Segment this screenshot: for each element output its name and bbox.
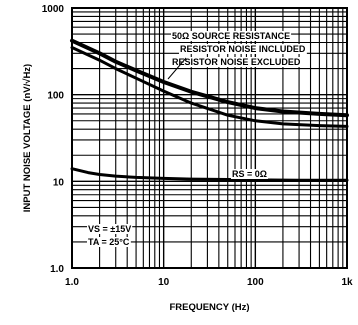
annotation-background	[171, 57, 302, 67]
y-tick-label: 1000	[42, 4, 65, 15]
x-tick-label: 1.0	[65, 277, 79, 288]
x-tick-label: 10	[158, 277, 170, 288]
x-tick-label: 1k	[341, 277, 353, 288]
annotation-resistor-noise-excluded: RESISTOR NOISE EXCLUDED	[172, 57, 301, 67]
annotation-background	[179, 44, 307, 54]
y-tick-label: 10	[53, 177, 65, 188]
annotation-source-resistance: 50Ω SOURCE RESISTANCE	[172, 31, 290, 41]
x-tick-label: 100	[247, 277, 264, 288]
annotation-resistor-noise-included: RESISTOR NOISE INCLUDED	[180, 44, 306, 54]
annotation-ambient-temp: TA = 25°C	[88, 237, 130, 247]
y-axis-label: INPUT NOISE VOLTAGE (nV/√Hz)	[22, 64, 33, 212]
x-axis-label: FREQUENCY (Hz)	[169, 302, 249, 313]
plot-frame	[71, 7, 348, 269]
annotations: 50Ω SOURCE RESISTANCE RESISTOR NOISE INC…	[87, 31, 307, 247]
y-tick-label: 100	[47, 91, 64, 102]
annotation-pointer	[167, 57, 187, 80]
tick-labels: 1.0 10 100 1k 1.0 10 100 1000	[42, 4, 353, 288]
annotation-background	[171, 31, 292, 41]
y-tick-label: 1.0	[50, 264, 64, 275]
series-line-3	[70, 167, 349, 182]
annotation-rs-zero: RS = 0Ω	[232, 169, 267, 179]
curves	[70, 38, 349, 182]
annotation-background	[87, 224, 133, 234]
annotation-background	[87, 237, 131, 247]
series-line-2	[70, 46, 349, 128]
series-line-1	[70, 38, 349, 118]
annotation-supply-voltage: VS = ±15V	[88, 224, 131, 234]
annotation-background	[231, 169, 268, 179]
